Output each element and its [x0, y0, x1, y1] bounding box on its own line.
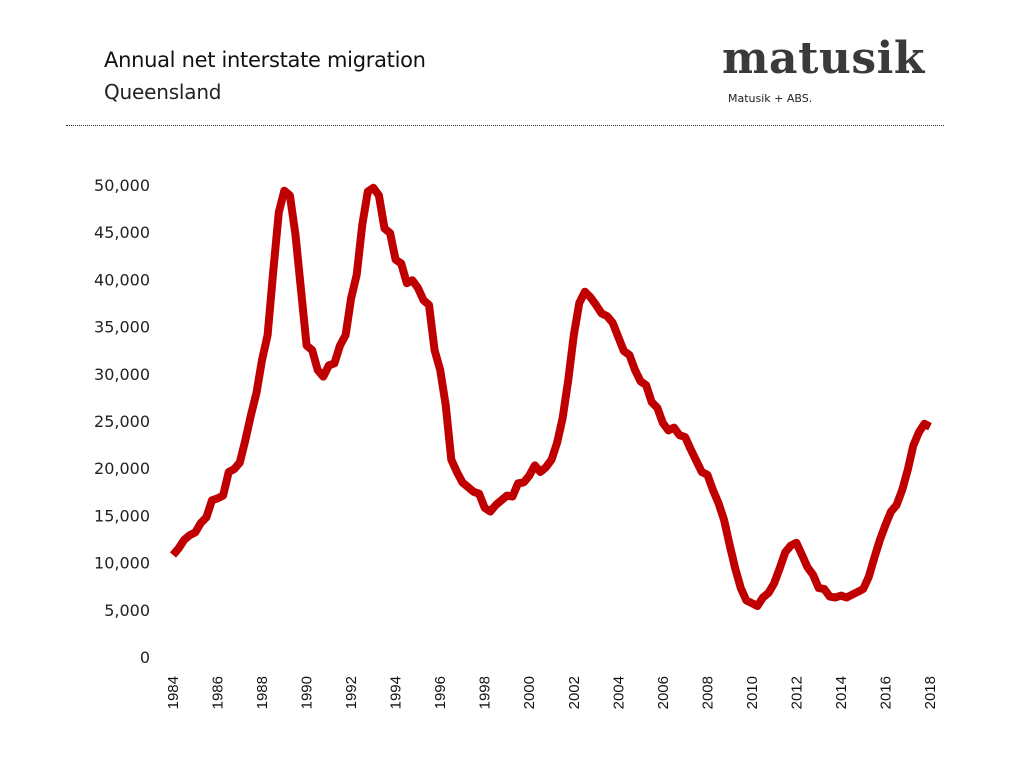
x-tick-label: 1986: [210, 676, 227, 709]
y-tick-label: 0: [140, 648, 150, 667]
y-tick-label: 30,000: [94, 365, 150, 384]
x-tick-label: 1992: [343, 676, 360, 709]
y-tick-label: 15,000: [94, 506, 150, 525]
y-tick-label: 25,000: [94, 412, 150, 431]
x-tick-label: 1998: [477, 676, 494, 709]
x-tick-label: 2002: [566, 676, 583, 709]
x-tick-label: 1994: [388, 676, 405, 709]
x-tick-label: 1988: [254, 676, 271, 709]
y-tick-label: 10,000: [94, 554, 150, 573]
y-tick-label: 45,000: [94, 223, 150, 242]
y-tick-label: 40,000: [94, 270, 150, 289]
y-tick-label: 5,000: [104, 601, 150, 620]
brand-logo: matusik: [722, 33, 925, 84]
x-tick-label: 2000: [521, 676, 538, 709]
x-tick-label: 2010: [744, 676, 761, 709]
header-divider: [66, 125, 944, 126]
x-tick-label: 1984: [165, 676, 182, 709]
x-tick-label: 2018: [922, 676, 939, 709]
x-tick-label: 2012: [788, 676, 805, 709]
source-note: Matusik + ABS.: [728, 92, 813, 105]
x-tick-label: 2008: [699, 676, 716, 709]
x-tick-label: 2004: [610, 676, 627, 709]
chart-subtitle: Queensland: [104, 80, 222, 104]
y-tick-label: 35,000: [94, 318, 150, 337]
y-axis: 0 5,000 10,000 15,000 20,000 25,000 30,000 35,0…: [94, 176, 150, 667]
x-tick-label: 2016: [877, 676, 894, 709]
x-tick-label: 1990: [299, 676, 316, 709]
x-tick-label: 2006: [655, 676, 672, 709]
x-axis: 1984 1986 1988 1990 1992 1994 1996 1998 2000 2002…: [165, 676, 939, 709]
x-tick-label: 1996: [432, 676, 449, 709]
y-tick-label: 20,000: [94, 459, 150, 478]
series-group: [169, 183, 932, 610]
chart-title: Annual net interstate migration: [104, 48, 426, 72]
series-line: [169, 183, 932, 610]
x-tick-label: 2014: [833, 676, 850, 709]
y-tick-label: 50,000: [94, 176, 150, 195]
